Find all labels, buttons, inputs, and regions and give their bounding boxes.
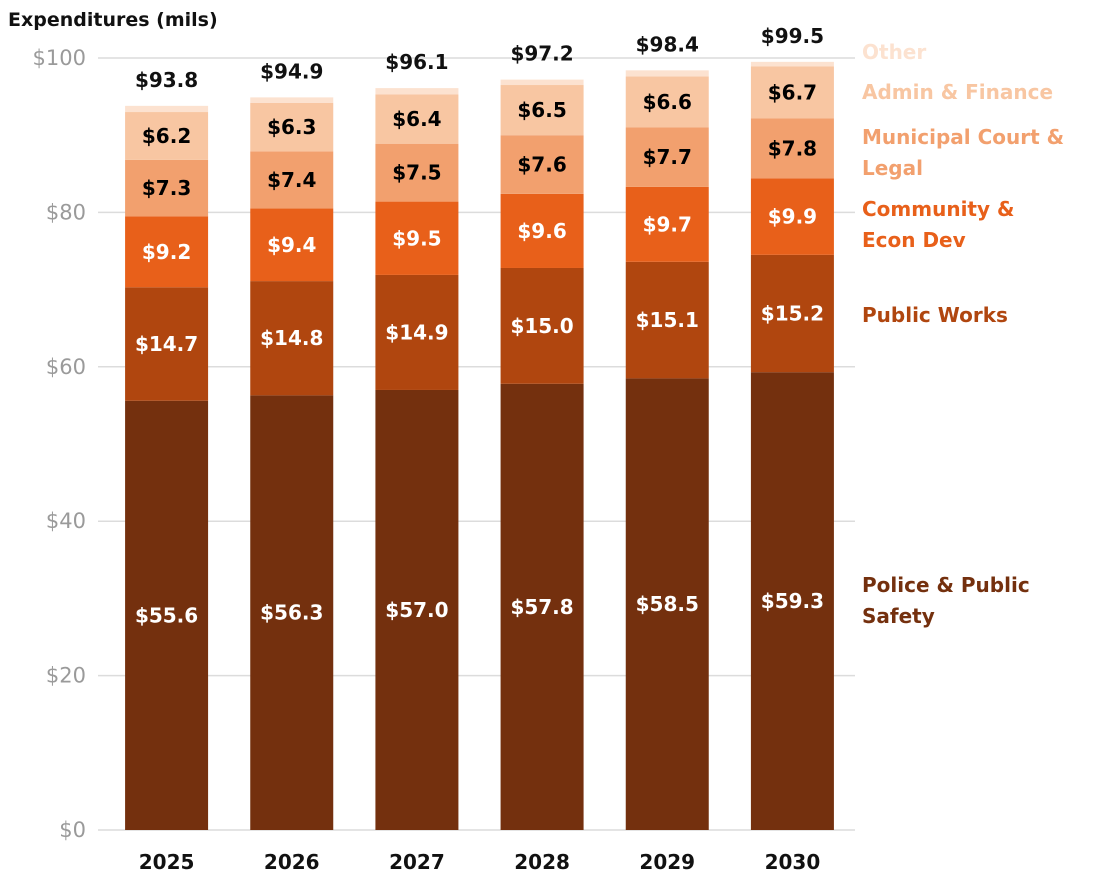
total-label: $93.8 [135,68,198,92]
bar-segment [250,102,334,152]
value-label: $7.7 [643,145,692,169]
y-tick-label: $0 [59,818,86,842]
bar-segment [125,112,209,160]
y-tick-label: $60 [46,355,86,379]
bar-segment [250,281,334,396]
bar-segment [625,76,709,128]
bar-segment [125,287,209,401]
bar-segment [375,94,459,144]
y-tick-label: $40 [46,509,86,533]
bar-segment [750,118,834,179]
total-label: $98.4 [636,32,699,56]
bar-segment [125,400,209,830]
bar-segment [750,178,834,255]
value-label: $6.7 [768,80,817,104]
legend-label: Public Works [862,303,1008,327]
bar-segment [125,216,209,288]
bar-segment [125,159,209,217]
value-label: $14.9 [385,320,448,344]
y-tick-label: $100 [33,46,86,70]
bar-segment [625,186,709,262]
value-label: $15.2 [761,302,824,326]
x-tick-label: 2030 [765,850,821,874]
value-label: $57.8 [510,595,573,619]
bar-segment [500,85,584,136]
value-label: $59.3 [761,589,824,613]
value-label: $15.0 [510,314,573,338]
value-label: $6.5 [517,98,566,122]
x-tick-label: 2029 [639,850,695,874]
value-label: $56.3 [260,601,323,625]
bar-segment [250,151,334,209]
total-label: $99.5 [761,24,824,48]
value-label: $6.6 [643,90,692,114]
bar-segment [500,135,584,194]
bar-segment [375,143,459,202]
bar-segment [125,105,209,113]
value-label: $9.4 [267,233,316,257]
bar-segment [750,254,834,373]
bar-segment [625,261,709,379]
x-tick-label: 2027 [389,850,445,874]
bar-segment [375,88,459,95]
value-label: $6.2 [142,124,191,148]
bar-segment [750,372,834,830]
legend-label: Police & Public Safety [862,573,1030,628]
bar-segment [750,61,834,67]
y-tick-label: $80 [46,200,86,224]
legend-label: Municipal Court & Legal [862,125,1065,180]
x-tick-label: 2025 [139,850,195,874]
value-label: $7.3 [142,176,191,200]
bar-segment [250,208,334,282]
bar-segment [375,274,459,390]
total-label: $96.1 [385,50,448,74]
y-tick-label: $20 [46,664,86,688]
bar-segment [750,66,834,119]
value-label: $7.4 [267,168,316,192]
bar-segment [500,193,584,268]
bar-segment [250,395,334,830]
legend-label: Community & Econ Dev [862,197,1015,252]
value-label: $55.6 [135,603,198,627]
value-label: $6.4 [392,107,441,131]
bar-segment [625,127,709,187]
total-label: $97.2 [510,42,573,66]
bar-segment [625,378,709,830]
bar-segment [250,97,334,103]
value-label: $15.1 [636,308,699,332]
chart-title: Expenditures (mils) [8,9,218,31]
x-tick-label: 2028 [514,850,570,874]
value-label: $14.7 [135,332,198,356]
bar-segment [500,383,584,830]
value-label: $6.3 [267,115,316,139]
value-label: $9.5 [392,226,441,250]
total-label: $94.9 [260,59,323,83]
x-tick-label: 2026 [264,850,320,874]
value-label: $58.5 [636,592,699,616]
value-label: $7.6 [517,153,566,177]
bar-segment [375,389,459,830]
bar-segment [500,267,584,384]
legend-label: Other [862,40,927,64]
bar-segment [500,79,584,86]
bar-segment [375,201,459,275]
value-label: $9.6 [517,219,566,243]
value-label: $7.8 [768,136,817,160]
value-label: $7.5 [392,161,441,185]
bar-segment [625,70,709,77]
value-label: $9.2 [142,240,191,264]
value-label: $57.0 [385,598,448,622]
value-label: $9.9 [768,205,817,229]
legend-label: Admin & Finance [862,80,1054,104]
value-label: $14.8 [260,326,323,350]
value-label: $9.7 [643,212,692,236]
